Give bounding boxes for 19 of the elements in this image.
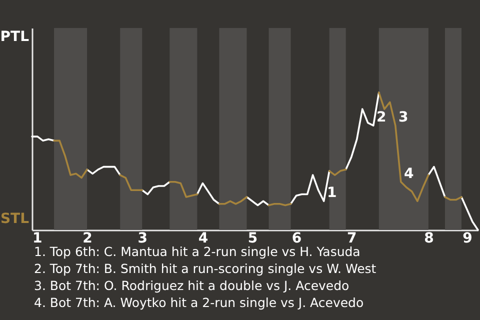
- text: 1. Top 6th: C. Mantua hit a 2-run single vs H. Yasuda: [34, 244, 360, 259]
- x-tick-label: 8: [424, 230, 434, 246]
- text: STL: [0, 211, 30, 227]
- annotation: 1: [326, 185, 337, 202]
- annotation: 3: [398, 110, 408, 126]
- text: 2. Top 7th: B. Smith hit a run-scoring single vs W. West: [34, 261, 376, 276]
- x-tick-label: 1: [32, 230, 42, 246]
- x-tick-label: 3: [138, 230, 148, 246]
- text: PTL: [0, 29, 30, 45]
- x-tick-label: 5: [248, 230, 258, 246]
- annotation: 2: [376, 110, 386, 126]
- text: 3. Bot 7th: O. Rodriguez hit a double vs J. Acevedo: [34, 278, 350, 293]
- text: 4. Bot 7th: A. Woytko hit a 2-run single vs J. Acevedo: [34, 295, 364, 310]
- x-tick-label: 6: [292, 230, 302, 246]
- x-tick-label: 9: [462, 230, 472, 246]
- annotation: 4: [404, 166, 414, 182]
- x-tick-label: 2: [82, 230, 92, 246]
- x-tick-label: 7: [346, 230, 357, 246]
- x-tick-label: 4: [198, 230, 208, 246]
